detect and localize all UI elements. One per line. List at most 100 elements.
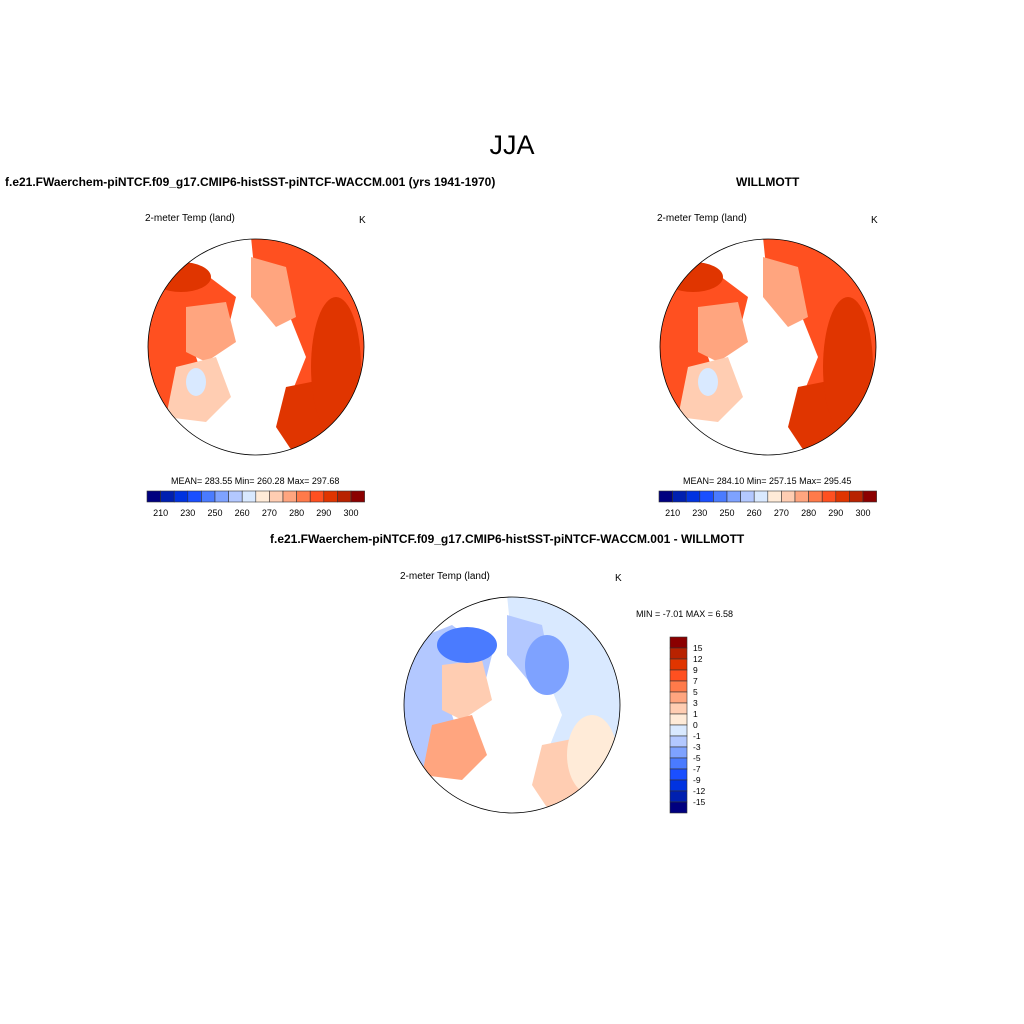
panel1-units: K: [359, 215, 366, 226]
panel3-title: f.e21.FWaerchem-piNTCF.f09_g17.CMIP6-his…: [270, 532, 745, 546]
colorbar-box: [713, 490, 728, 503]
colorbar-box: [699, 490, 714, 503]
main-title: JJA: [489, 130, 535, 160]
colorbar-box: [214, 490, 229, 503]
greenland-ice: [186, 368, 206, 396]
colorbar-tick-label: 270: [262, 508, 277, 518]
colorbar-box: [669, 680, 688, 693]
colorbar-box: [173, 490, 189, 503]
colorbar-box: [269, 490, 284, 503]
colorbar-box: [740, 490, 755, 503]
colorbar-box: [282, 490, 297, 503]
colorbar-box: [669, 801, 688, 814]
colorbar-box: [835, 490, 850, 503]
greenland: [422, 715, 487, 780]
panel2-variable: 2-meter Temp (land): [657, 213, 747, 224]
siberia-north: [251, 257, 296, 327]
greenland-ice: [698, 368, 718, 396]
colorbar-tick-label: 230: [692, 508, 707, 518]
colorbar-box: [669, 669, 688, 682]
siberia-north: [763, 257, 808, 327]
colorbar-tick-label: 260: [747, 508, 762, 518]
colorbar-tick-label: -15: [693, 797, 706, 807]
colorbar-box: [669, 757, 688, 770]
colorbar-tick-label: 250: [719, 508, 734, 518]
colorbar-box: [669, 702, 688, 715]
colorbar-box: [241, 490, 257, 503]
colorbar-box: [658, 490, 673, 503]
warm-zone: [311, 297, 361, 437]
polar-map-2: [659, 238, 877, 456]
colorbar-box: [669, 647, 688, 660]
colorbar-box: [309, 490, 325, 503]
colorbar-box: [201, 490, 216, 503]
colorbar-box: [350, 490, 365, 503]
map-fields: [660, 239, 876, 455]
map-boundary: [403, 596, 621, 814]
colorbar-tick-label: 1: [693, 709, 698, 719]
cool-zone: [525, 635, 569, 695]
colorbar-tick-label: 210: [665, 508, 680, 518]
colorbar-tick-label: 0: [693, 720, 698, 730]
colorbar-tick-label: 7: [693, 676, 698, 686]
colorbar-tick-label: 5: [693, 687, 698, 697]
map-fields: [404, 597, 620, 813]
canada-arctic: [186, 302, 236, 362]
canada-arctic: [698, 302, 748, 362]
colorbar-2: 210 230 250 260 270 280 290 300: [658, 490, 877, 518]
colorbar-tick-label: -9: [693, 775, 701, 785]
warm-zone: [151, 262, 211, 292]
colorbar-tick-label: -7: [693, 764, 701, 774]
colorbar-box: [781, 490, 796, 503]
colorbar-tick-label: 230: [180, 508, 195, 518]
cool-zone: [437, 627, 497, 663]
map-boundary: [147, 238, 365, 456]
colorbar-box: [323, 490, 338, 503]
colorbar-tick-label: -1: [693, 731, 701, 741]
map-fields: [148, 239, 364, 455]
panel1-title: f.e21.FWaerchem-piNTCF.f09_g17.CMIP6-his…: [5, 175, 496, 189]
colorbar-box: [669, 746, 688, 759]
canada-arctic: [442, 660, 492, 720]
colorbar-tick-label: 280: [289, 508, 304, 518]
colorbar-box: [669, 636, 688, 649]
panel2-title: WILLMOTT: [736, 175, 800, 189]
colorbar-box: [669, 691, 688, 704]
colorbar-box: [669, 779, 688, 792]
colorbar-box: [669, 724, 688, 737]
colorbar-box: [753, 490, 769, 503]
colorbar-box: [187, 490, 202, 503]
colorbar-box: [794, 490, 809, 503]
colorbar-tick-label: 260: [235, 508, 250, 518]
colorbar-box: [726, 490, 741, 503]
colorbar-tick-label: -12: [693, 786, 706, 796]
colorbar-1: 210 230 250 260 270 280 290 300: [146, 490, 365, 518]
panel3-units: K: [615, 573, 622, 584]
colorbar-box: [669, 768, 688, 781]
polar-map-1: [147, 238, 365, 456]
colorbar-box: [849, 490, 864, 503]
colorbar-tick-label: 15: [693, 643, 703, 653]
colorbar-tick-label: 300: [855, 508, 870, 518]
colorbar-box: [767, 490, 782, 503]
colorbar-tick-label: 250: [207, 508, 222, 518]
colorbar-box: [669, 735, 688, 748]
colorbar-box: [669, 713, 688, 726]
colorbar-tick-label: 280: [801, 508, 816, 518]
colorbar-tick-label: 290: [828, 508, 843, 518]
warm-zone: [663, 262, 723, 292]
colorbar-box: [296, 490, 311, 503]
polar-map-3: [403, 596, 621, 814]
colorbar-box: [672, 490, 687, 503]
colorbar-tick-label: -3: [693, 742, 701, 752]
colorbar-box: [228, 490, 243, 503]
colorbar-tick-label: 12: [693, 654, 703, 664]
panel2-units: K: [871, 215, 878, 226]
colorbar-tick-label: 270: [774, 508, 789, 518]
panel1-stats: MEAN= 283.55 Min= 260.28 Max= 297.68: [171, 476, 340, 486]
warm-zone: [823, 297, 873, 437]
colorbar-box: [808, 490, 823, 503]
panel2-stats: MEAN= 284.10 Min= 257.15 Max= 295.45: [683, 476, 852, 486]
colorbar-tick-label: 290: [316, 508, 331, 518]
